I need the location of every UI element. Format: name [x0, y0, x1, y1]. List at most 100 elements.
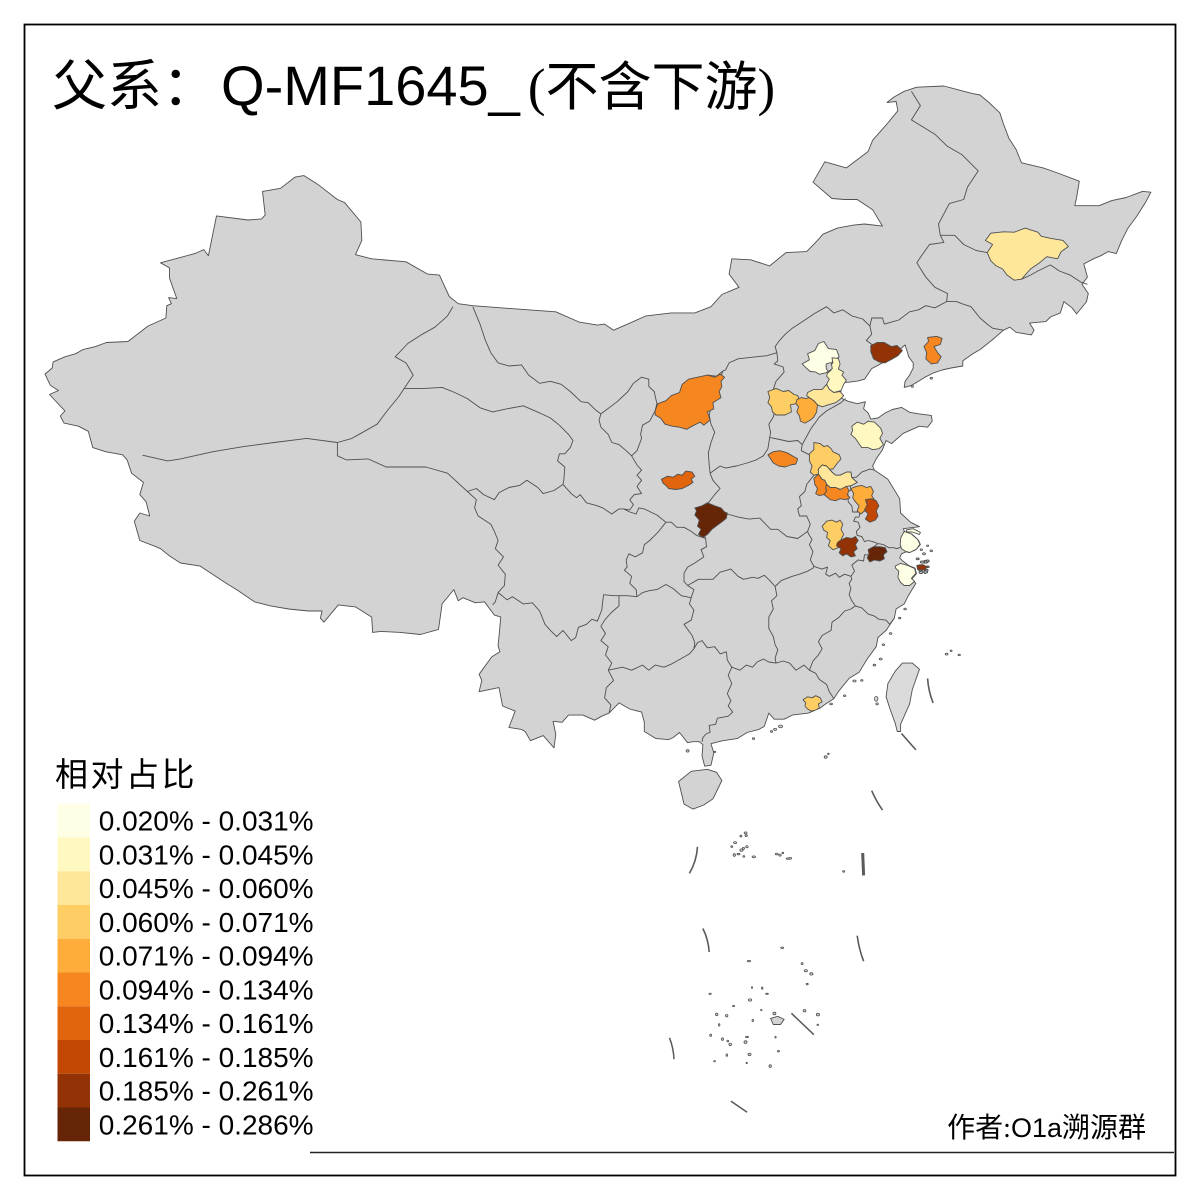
islet: [726, 1039, 730, 1043]
region-weifang[interactable]: [850, 420, 884, 451]
legend-swatch-5: [57, 938, 90, 973]
author-credit: 作者:O1a溯源群: [947, 1112, 1146, 1144]
region-shiyan[interactable]: [694, 502, 728, 538]
outer-frame: [23, 23, 1177, 1177]
region-huzhou[interactable]: [866, 546, 888, 563]
map-title: 父系：Q-MF1645_ (不含下游): [52, 54, 775, 117]
islet: [736, 852, 741, 856]
legend-label-9: 0.185% - 0.261%: [99, 1076, 314, 1107]
legend-swatch-6: [57, 972, 90, 1007]
dash-segment: [870, 790, 884, 811]
islet: [781, 851, 785, 855]
islet: [805, 982, 809, 986]
islet: [750, 986, 754, 989]
dash-segment: [856, 935, 865, 962]
region-jieyang[interactable]: [802, 695, 823, 712]
legend-swatch-2: [57, 837, 90, 872]
legend-swatch-4: [57, 905, 90, 939]
islet: [739, 834, 743, 838]
region-jining[interactable]: [808, 442, 842, 476]
islet: [760, 1009, 763, 1012]
region-wuhu[interactable]: [836, 536, 859, 558]
islet: [744, 834, 748, 837]
islet: [768, 1064, 772, 1068]
islet: [860, 679, 864, 682]
region-cangzhou[interactable]: [806, 383, 845, 408]
taiwan-island[interactable]: [885, 662, 920, 732]
region-anshan[interactable]: [923, 335, 943, 365]
islet: [730, 845, 734, 848]
islet: [919, 548, 923, 551]
region-yulin[interactable]: [654, 373, 726, 430]
islet: [728, 1042, 732, 1047]
region-chongming[interactable]: [905, 528, 921, 535]
legend-label-10: 0.261% - 0.286%: [99, 1109, 314, 1140]
islet: [770, 730, 774, 733]
islet: [815, 1012, 820, 1017]
islet: [842, 870, 846, 873]
islet: [778, 724, 783, 729]
region-xian[interactable]: [660, 470, 696, 490]
islet: [878, 657, 883, 661]
legend-swatch-3: [57, 871, 90, 905]
islet: [800, 962, 804, 965]
region-xinxiang[interactable]: [767, 450, 799, 468]
islet: [780, 946, 785, 950]
dash-segment: [900, 732, 917, 751]
dash-segment: [861, 852, 866, 876]
islet: [926, 544, 930, 547]
islet: [788, 856, 792, 860]
islet: [746, 959, 752, 963]
dash-segment: [668, 1037, 675, 1060]
islet: [761, 986, 764, 990]
title-suffix: (不含下游): [528, 59, 775, 117]
islet: [720, 1037, 724, 1041]
islet: [804, 969, 808, 973]
islet: [739, 848, 744, 852]
islet: [742, 855, 746, 858]
region-suzhou_ah[interactable]: [823, 483, 851, 502]
islet: [852, 679, 857, 683]
islet: [685, 749, 690, 753]
title-code: Q-MF1645_: [221, 54, 521, 117]
region-huludao[interactable]: [870, 342, 903, 364]
author-prefix: 作者:: [947, 1112, 1011, 1144]
islet: [745, 1061, 748, 1065]
dash-segment: [730, 1100, 748, 1113]
region-shanghai[interactable]: [899, 530, 921, 553]
islet: [774, 1035, 777, 1039]
islet: [725, 1053, 729, 1057]
islet: [929, 549, 933, 553]
islet: [718, 1023, 721, 1027]
islet: [874, 695, 879, 702]
region-zhoushan[interactable]: [916, 564, 929, 571]
islet: [743, 831, 748, 835]
islet: [725, 1014, 729, 1018]
islet: [881, 643, 886, 646]
legend-swatch-7: [57, 1006, 90, 1040]
region-yangzhou[interactable]: [864, 498, 880, 523]
china-mainland[interactable]: [44, 85, 1152, 767]
nine-dash-line: [668, 678, 934, 1113]
legend-swatch-10: [57, 1107, 90, 1142]
islet: [745, 1035, 749, 1039]
islet: [872, 663, 877, 667]
islet: [732, 1005, 736, 1008]
legend-label-6: 0.094% - 0.134%: [99, 974, 314, 1005]
islet: [816, 1023, 820, 1026]
author-latin: O1a: [1011, 1113, 1063, 1143]
islet: [751, 737, 756, 740]
legend-label-1: 0.020% - 0.031%: [99, 806, 314, 837]
islet: [949, 649, 953, 653]
region-harbin[interactable]: [984, 227, 1069, 281]
islet: [715, 1012, 719, 1017]
hainan-island[interactable]: [678, 768, 723, 810]
islet: [747, 1052, 752, 1057]
author-cjk: 溯源群: [1062, 1112, 1146, 1144]
region-shijiazhuang[interactable]: [767, 387, 800, 416]
province-borders: [142, 91, 1088, 742]
region-hengshui[interactable]: [795, 397, 818, 424]
region-ningbo[interactable]: [894, 562, 917, 586]
